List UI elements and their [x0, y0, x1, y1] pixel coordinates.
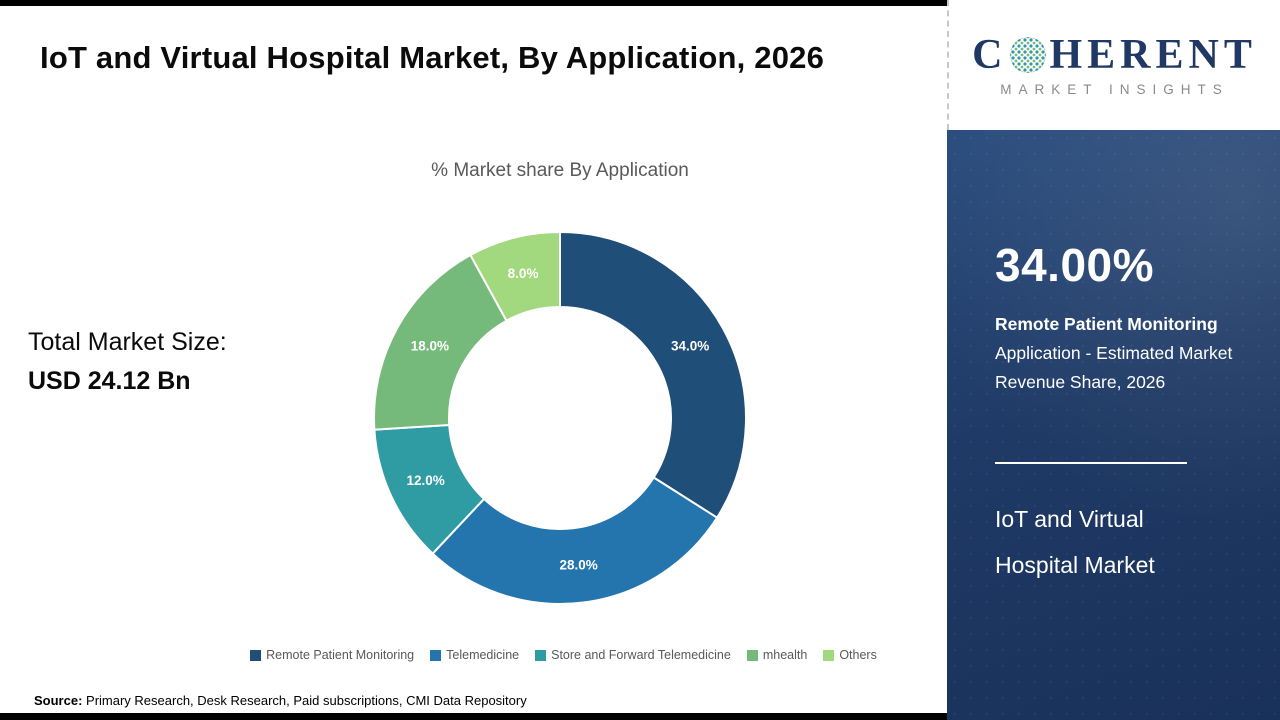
highlight-panel: 34.00% Remote Patient Monitoring Applica… — [947, 130, 1280, 720]
legend-item: Telemedicine — [430, 648, 519, 662]
slice-label: 12.0% — [406, 473, 444, 488]
total-market-size-value: USD 24.12 Bn — [28, 367, 191, 395]
slice-label: 34.0% — [671, 338, 709, 353]
brand-logo-subtitle: MARKET INSIGHTS — [1000, 81, 1229, 97]
market-name: IoT and Virtual Hospital Market — [995, 506, 1155, 578]
donut-slice-2 — [431, 476, 719, 605]
legend-label: Telemedicine — [446, 648, 520, 662]
panel-divider — [995, 462, 1187, 464]
legend-label: mhealth — [762, 648, 808, 662]
legend-item: Others — [823, 648, 877, 662]
chart-legend: Remote Patient Monitoring Telemedicine Sto… — [180, 648, 947, 662]
logo-letter-c: C — [972, 31, 1008, 78]
donut-slice-1 — [559, 230, 747, 520]
brand-logo-wordmark: C HERENT — [972, 34, 1257, 76]
total-market-size-label: Total Market Size: — [28, 328, 227, 356]
chart-section: IoT and Virtual Hospital Market, By Appl… — [0, 0, 947, 720]
legend-item: mhealth — [746, 648, 808, 662]
top-border — [0, 0, 947, 6]
legend-label: Others — [839, 648, 877, 662]
slice-label: 28.0% — [559, 557, 597, 572]
slice-label: 18.0% — [411, 338, 449, 353]
legend-label: Remote Patient Monitoring — [266, 648, 415, 662]
highlight-description-bold: Remote Patient Monitoring — [995, 314, 1218, 334]
source-note: Source: Primary Research, Desk Research,… — [34, 693, 527, 708]
legend-item: Store and Forward Telemedicine — [535, 648, 731, 662]
legend-label: Store and Forward Telemedicine — [551, 648, 731, 662]
sidebar: C HERENT MARKET INSIGHTS 34.00% Remote P… — [947, 0, 1280, 720]
page-title: IoT and Virtual Hospital Market, By Appl… — [40, 40, 825, 75]
highlight-description-rest: Application - Estimated Market Revenue S… — [995, 342, 1233, 392]
total-market-size: Total Market Size: USD 24.12 Bn — [28, 328, 227, 396]
source-text: Primary Research, Desk Research, Paid su… — [82, 693, 527, 708]
donut-chart: 34.0% 28.0% 12.0% 18.0% 8.0% — [373, 230, 747, 605]
highlight-description: Remote Patient Monitoring Application - … — [995, 310, 1243, 397]
coherent-globe-icon — [1010, 36, 1047, 73]
legend-swatch — [430, 649, 442, 661]
logo-letters-herent: HERENT — [1049, 31, 1257, 78]
legend-swatch — [823, 649, 835, 661]
slice-label: 8.0% — [508, 266, 539, 281]
brand-logo: C HERENT MARKET INSIGHTS — [947, 0, 1280, 130]
bottom-border — [0, 713, 947, 720]
legend-swatch — [535, 649, 547, 661]
highlight-percentage: 34.00% — [995, 239, 1155, 291]
source-label: Source: — [34, 693, 83, 708]
legend-swatch — [250, 649, 262, 661]
chart-subtitle: % Market share By Application — [431, 160, 689, 181]
legend-swatch — [746, 649, 758, 661]
legend-item: Remote Patient Monitoring — [250, 648, 414, 662]
donut-slice-5 — [469, 230, 561, 323]
